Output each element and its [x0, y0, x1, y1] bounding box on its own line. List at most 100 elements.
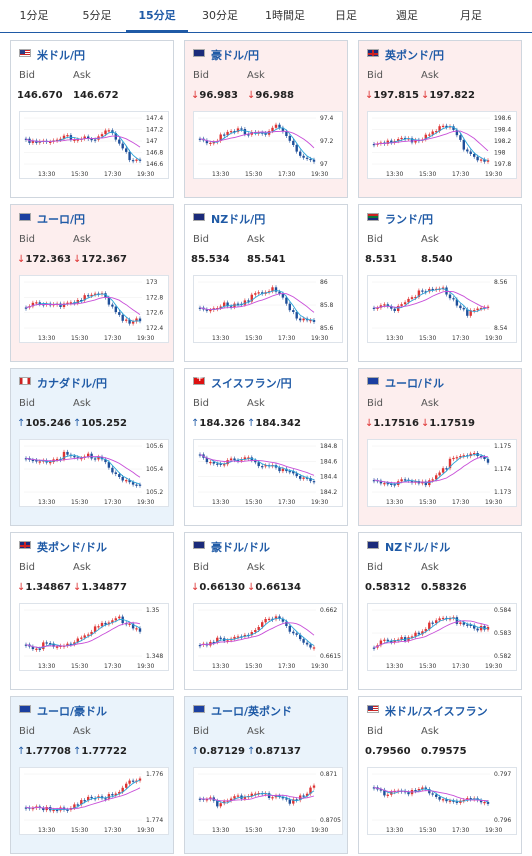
- candle: [131, 321, 135, 324]
- pair-title[interactable]: 米ドル/スイスフラン: [385, 705, 488, 718]
- pair-title[interactable]: ユーロ/円: [37, 213, 86, 226]
- mini-chart[interactable]: 198.6 198.4 198.2 198 197.8 13:30 15:30 17:30 19…: [367, 111, 517, 179]
- rate-card[interactable]: 英ポンド/円 Bid Ask ↓197.815 ↓197.822 198.6 198.4 19…: [358, 40, 522, 198]
- candle: [66, 302, 69, 304]
- rate-card[interactable]: スイスフラン/円BidAsk↑184.326↑184.342184.8184.6…: [184, 368, 348, 526]
- pair-title[interactable]: NZドル/円: [211, 213, 266, 226]
- tab-6[interactable]: 週足: [396, 9, 418, 22]
- up-arrow-icon: ↑: [17, 746, 26, 757]
- candle: [469, 151, 472, 154]
- mini-chart[interactable]: 8.56 8.54 13:30 15:30 17:30 19:30: [367, 275, 517, 343]
- candle: [131, 623, 135, 629]
- tab-5[interactable]: 日足: [335, 9, 357, 22]
- bid-value-text: 184.326: [199, 418, 245, 429]
- candle: [83, 136, 86, 139]
- candle: [486, 459, 490, 463]
- mini-chart[interactable]: 0.797 0.796 13:30 15:30 17:30 19:30: [367, 767, 517, 835]
- rate-card[interactable]: ユーロ/英ポンド Bid Ask ↑0.87129 ↑0.87137 0.871 0.870…: [184, 696, 348, 854]
- rate-card[interactable]: NZドル/ドル Bid Ask 0.58312 0.58326 0.584 0.583 0.5…: [358, 532, 522, 690]
- pair-title[interactable]: ユーロ/豪ドル: [37, 705, 108, 718]
- x-tick-label: 13:30: [212, 663, 229, 670]
- pair-title[interactable]: 米ドル/円: [37, 49, 86, 62]
- candle: [281, 468, 285, 472]
- pair-title[interactable]: NZドル/ドル: [385, 541, 451, 554]
- candle: [292, 471, 295, 474]
- mini-chart[interactable]: 0.662 0.6615 13:30 15:30 17:30 19:30: [193, 603, 343, 671]
- candle: [216, 463, 219, 465]
- rate-card[interactable]: ランド/円 Bid Ask 8.531 8.540 8.56 8.54 13:30 15:30 1…: [358, 204, 522, 362]
- candle: [45, 807, 48, 811]
- ask-value-text: 96.988: [255, 90, 294, 101]
- ask-value: 0.58326: [421, 582, 467, 593]
- rate-card[interactable]: 米ドル/円 Bid Ask 146.670 146.672 147.4 147.2 147 14…: [10, 40, 174, 198]
- mini-chart[interactable]: 0.584 0.583 0.582 13:30 15:30 17:30 19:30: [367, 603, 517, 671]
- mini-chart[interactable]: 173 172.8 172.6 172.4 13:30 15:30 17:30 19:30: [19, 275, 169, 343]
- rate-card[interactable]: 豪ドル/円 Bid Ask ↓96.983 ↓96.988 97.4 97.2 97 13:30…: [184, 40, 348, 198]
- candle: [424, 787, 427, 790]
- tab-1[interactable]: 5分足: [82, 9, 112, 22]
- rate-card[interactable]: 英ポンド/ドル Bid Ask ↓1.34867 ↓1.34877 1.35 1.348 13…: [10, 532, 174, 690]
- y-tick-label: 97.4: [320, 115, 334, 122]
- pair-title[interactable]: カナダドル/円: [37, 377, 108, 390]
- candle: [288, 626, 291, 632]
- pair-title[interactable]: 英ポンド/ドル: [37, 541, 108, 554]
- candle: [424, 629, 427, 632]
- rate-card[interactable]: ユーロ/円 Bid Ask ↓172.363 ↓172.367 173 172.8 172.6…: [10, 204, 174, 362]
- y-tick-label: 198.6: [494, 115, 511, 122]
- pair-title[interactable]: 豪ドル/円: [211, 49, 260, 62]
- x-tick-label: 17:30: [104, 171, 121, 178]
- y-tick-label: 85.6: [320, 325, 334, 332]
- candle: [459, 800, 462, 803]
- rate-card[interactable]: 豪ドル/ドル Bid Ask ↓0.66130 ↓0.66134 0.662 0.6615 1…: [184, 532, 348, 690]
- rate-card[interactable]: ユーロ/豪ドル Bid Ask ↑1.77708 ↑1.77722 1.776 1.774 1…: [10, 696, 174, 854]
- candle: [407, 138, 410, 140]
- bid-value-text: 172.363: [25, 254, 71, 265]
- candle: [466, 309, 469, 316]
- down-arrow-icon: ↓: [421, 418, 430, 429]
- candle: [462, 622, 465, 625]
- candle: [223, 464, 226, 466]
- mini-chart[interactable]: 1.35 1.348 13:30 15:30 17:30 19:30: [19, 603, 169, 671]
- tab-3[interactable]: 30分足: [202, 9, 238, 22]
- ask-value-text: 0.79575: [421, 746, 467, 757]
- long-ma-line: [199, 453, 315, 476]
- rate-card[interactable]: ユーロ/ドル Bid Ask ↓1.17516 ↓1.17519 1.175 1.174 1.…: [358, 368, 522, 526]
- x-tick-label: 13:30: [386, 499, 403, 506]
- mini-chart[interactable]: 1.776 1.774 13:30 15:30 17:30 19:30: [19, 767, 169, 835]
- candle: [35, 648, 38, 650]
- mini-chart[interactable]: 0.871 0.8705 13:30 15:30 17:30 19:30: [193, 767, 343, 835]
- candle: [459, 305, 462, 309]
- long-ma-line: [199, 794, 315, 802]
- pair-title[interactable]: 豪ドル/ドル: [211, 541, 271, 554]
- candle: [87, 295, 90, 297]
- mini-chart[interactable]: 86 85.8 85.6 13:30 15:30 17:30 19:30: [193, 275, 343, 343]
- tab-0[interactable]: 1分足: [19, 9, 49, 22]
- y-tick-label: 85.8: [320, 302, 334, 309]
- tab-2[interactable]: 15分足: [126, 0, 188, 33]
- pair-title[interactable]: スイスフラン/円: [211, 377, 292, 390]
- mini-chart[interactable]: 105.6 105.4 105.2 13:30 15:30 17:30 19:30: [19, 439, 169, 507]
- candle: [198, 307, 202, 309]
- pair-title[interactable]: ユーロ/英ポンド: [211, 705, 293, 718]
- bid-value: ↓0.66130: [191, 582, 245, 593]
- rate-card[interactable]: カナダドル/円 Bid Ask ↑105.246 ↑105.252 105.6 105.4 1…: [10, 368, 174, 526]
- candle: [80, 458, 83, 460]
- rate-card[interactable]: 米ドル/スイスフラン Bid Ask 0.79560 0.79575 0.797 0.796…: [358, 696, 522, 854]
- mini-chart[interactable]: 147.4 147.2 147 146.8 146.6 13:30 15:30 17:30 19…: [19, 111, 169, 179]
- pair-title[interactable]: 英ポンド/円: [385, 49, 445, 62]
- pair-title[interactable]: ランド/円: [385, 213, 434, 226]
- mini-chart[interactable]: 97.4 97.2 97 13:30 15:30 17:30 19:30: [193, 111, 343, 179]
- mini-chart[interactable]: 1.175 1.174 1.173 13:30 15:30 17:30 19:30: [367, 439, 517, 507]
- candle: [243, 129, 247, 135]
- flag-icon: [367, 377, 379, 385]
- tab-7[interactable]: 月足: [460, 9, 482, 22]
- candle: [281, 127, 285, 132]
- x-tick-label: 17:30: [104, 335, 121, 342]
- rate-card[interactable]: NZドル/円 Bid Ask 85.534 85.541 86 85.8 85.6 13:30 1…: [184, 204, 348, 362]
- candle: [302, 318, 305, 321]
- y-tick-label: 1.776: [146, 771, 163, 778]
- tab-4[interactable]: 1時間足: [265, 9, 305, 22]
- candle: [212, 462, 215, 464]
- pair-title[interactable]: ユーロ/ドル: [385, 377, 445, 390]
- mini-chart[interactable]: 184.8 184.6 184.4 184.2 13:30 15:30 17:30 19:30: [193, 439, 343, 507]
